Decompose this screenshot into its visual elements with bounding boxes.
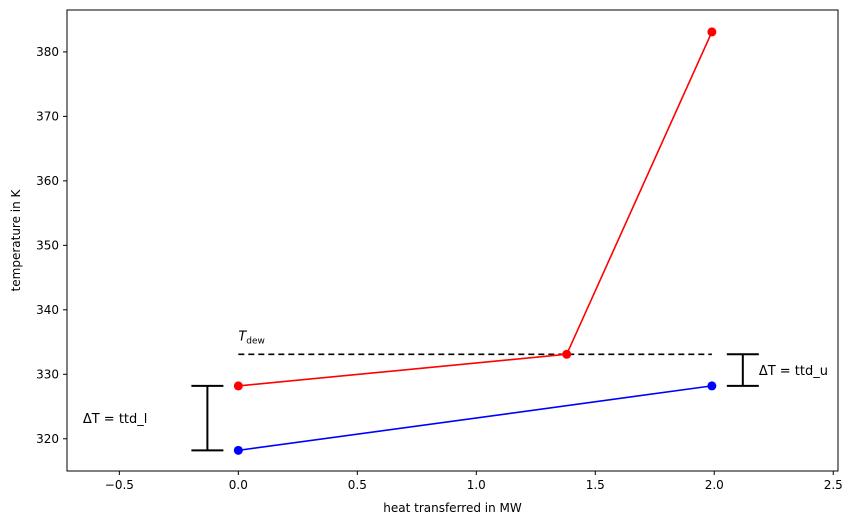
series-point: [233, 381, 243, 391]
y-tick-label: 360: [36, 174, 59, 188]
y-tick-label: 370: [36, 109, 59, 123]
y-tick-label: 350: [36, 238, 59, 252]
series-line: [238, 31, 713, 387]
plot-content: [191, 27, 759, 455]
plot-frame: [66, 9, 839, 472]
y-tick-label: 340: [36, 303, 59, 317]
series-point: [562, 349, 572, 359]
y-tick-label: 330: [36, 367, 59, 381]
series-point: [233, 445, 243, 455]
x-tick-label: −0.5: [105, 478, 134, 492]
ttd-upper-label: ΔT = ttd_u: [759, 364, 828, 379]
ttd-lower-label: ΔT = ttd_l: [83, 412, 148, 427]
x-tick-label: 1.5: [586, 478, 605, 492]
x-tick-label: 2.5: [824, 478, 843, 492]
x-tick-label: 1.0: [467, 478, 486, 492]
dew-label-sub: dew: [246, 336, 265, 346]
series-point: [707, 27, 717, 37]
dew-point-label: Tdew: [238, 329, 265, 346]
x-axis-label: heat transferred in MW: [383, 501, 522, 515]
dew-label-main: T: [238, 329, 247, 344]
x-tick-label: 0.5: [348, 478, 367, 492]
x-axis-ticks: −0.5 0.0 0.5 1.0 1.5 2.0 2.5: [105, 471, 843, 492]
y-axis-label: temperature in K: [9, 188, 23, 291]
y-tick-label: 320: [36, 432, 59, 446]
series-point: [707, 381, 717, 391]
y-axis-ticks: 320 330 340 350 360 370 380: [36, 45, 67, 446]
x-tick-label: 0.0: [229, 478, 248, 492]
y-tick-label: 380: [36, 45, 59, 59]
x-tick-label: 2.0: [705, 478, 724, 492]
series-line: [238, 385, 712, 452]
